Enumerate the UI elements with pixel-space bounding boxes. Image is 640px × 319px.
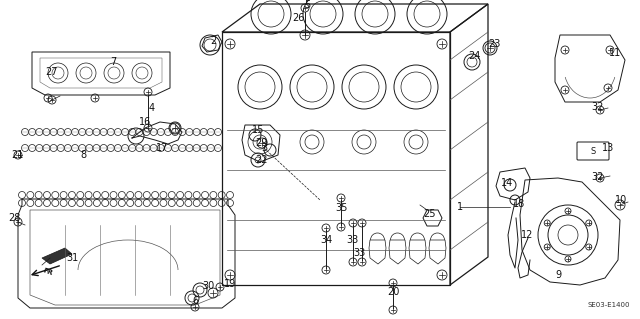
Text: 23: 23 — [488, 39, 500, 49]
Text: 17: 17 — [156, 143, 168, 153]
Text: S: S — [590, 146, 596, 155]
Text: 25: 25 — [423, 209, 435, 219]
Text: 19: 19 — [224, 279, 236, 289]
Text: 12: 12 — [521, 230, 533, 240]
Text: 14: 14 — [501, 178, 513, 188]
Polygon shape — [42, 248, 72, 264]
Text: 34: 34 — [320, 235, 332, 245]
Text: 10: 10 — [615, 195, 627, 205]
Text: 32: 32 — [591, 172, 603, 182]
Text: 21: 21 — [11, 150, 23, 160]
Text: 33: 33 — [346, 235, 358, 245]
Text: 3: 3 — [261, 143, 267, 153]
Text: 13: 13 — [602, 143, 614, 153]
Text: 26: 26 — [292, 13, 304, 23]
Text: SE03-E1400: SE03-E1400 — [588, 302, 630, 308]
Text: 1: 1 — [457, 202, 463, 212]
Text: 8: 8 — [80, 150, 86, 160]
Text: 18: 18 — [513, 199, 525, 209]
Text: 5: 5 — [304, 0, 310, 10]
Text: 11: 11 — [609, 48, 621, 58]
Text: 9: 9 — [555, 270, 561, 280]
Text: 27: 27 — [45, 67, 58, 77]
Text: 35: 35 — [335, 203, 347, 213]
Text: 2: 2 — [210, 36, 216, 46]
Text: 33: 33 — [353, 248, 365, 258]
Text: 16: 16 — [139, 117, 151, 127]
Text: 4: 4 — [149, 103, 155, 113]
Text: 20: 20 — [387, 287, 399, 297]
Text: 31: 31 — [66, 253, 78, 263]
Text: 30: 30 — [202, 281, 214, 291]
Text: 24: 24 — [468, 51, 480, 61]
Text: 7: 7 — [110, 57, 116, 67]
Text: 32: 32 — [591, 102, 603, 112]
Text: 29: 29 — [255, 138, 267, 148]
Text: 6: 6 — [192, 296, 198, 306]
Text: 15: 15 — [252, 125, 264, 135]
Text: FR: FR — [42, 267, 54, 277]
Text: 22: 22 — [255, 155, 268, 165]
Text: 28: 28 — [8, 213, 20, 223]
